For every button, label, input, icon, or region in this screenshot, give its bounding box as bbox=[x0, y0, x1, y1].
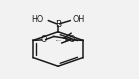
Text: B: B bbox=[55, 20, 61, 29]
Text: HO: HO bbox=[31, 15, 44, 24]
Text: OH: OH bbox=[72, 15, 85, 24]
Text: O: O bbox=[40, 35, 47, 44]
Text: methoxy: methoxy bbox=[56, 39, 63, 41]
Text: O: O bbox=[69, 35, 75, 44]
